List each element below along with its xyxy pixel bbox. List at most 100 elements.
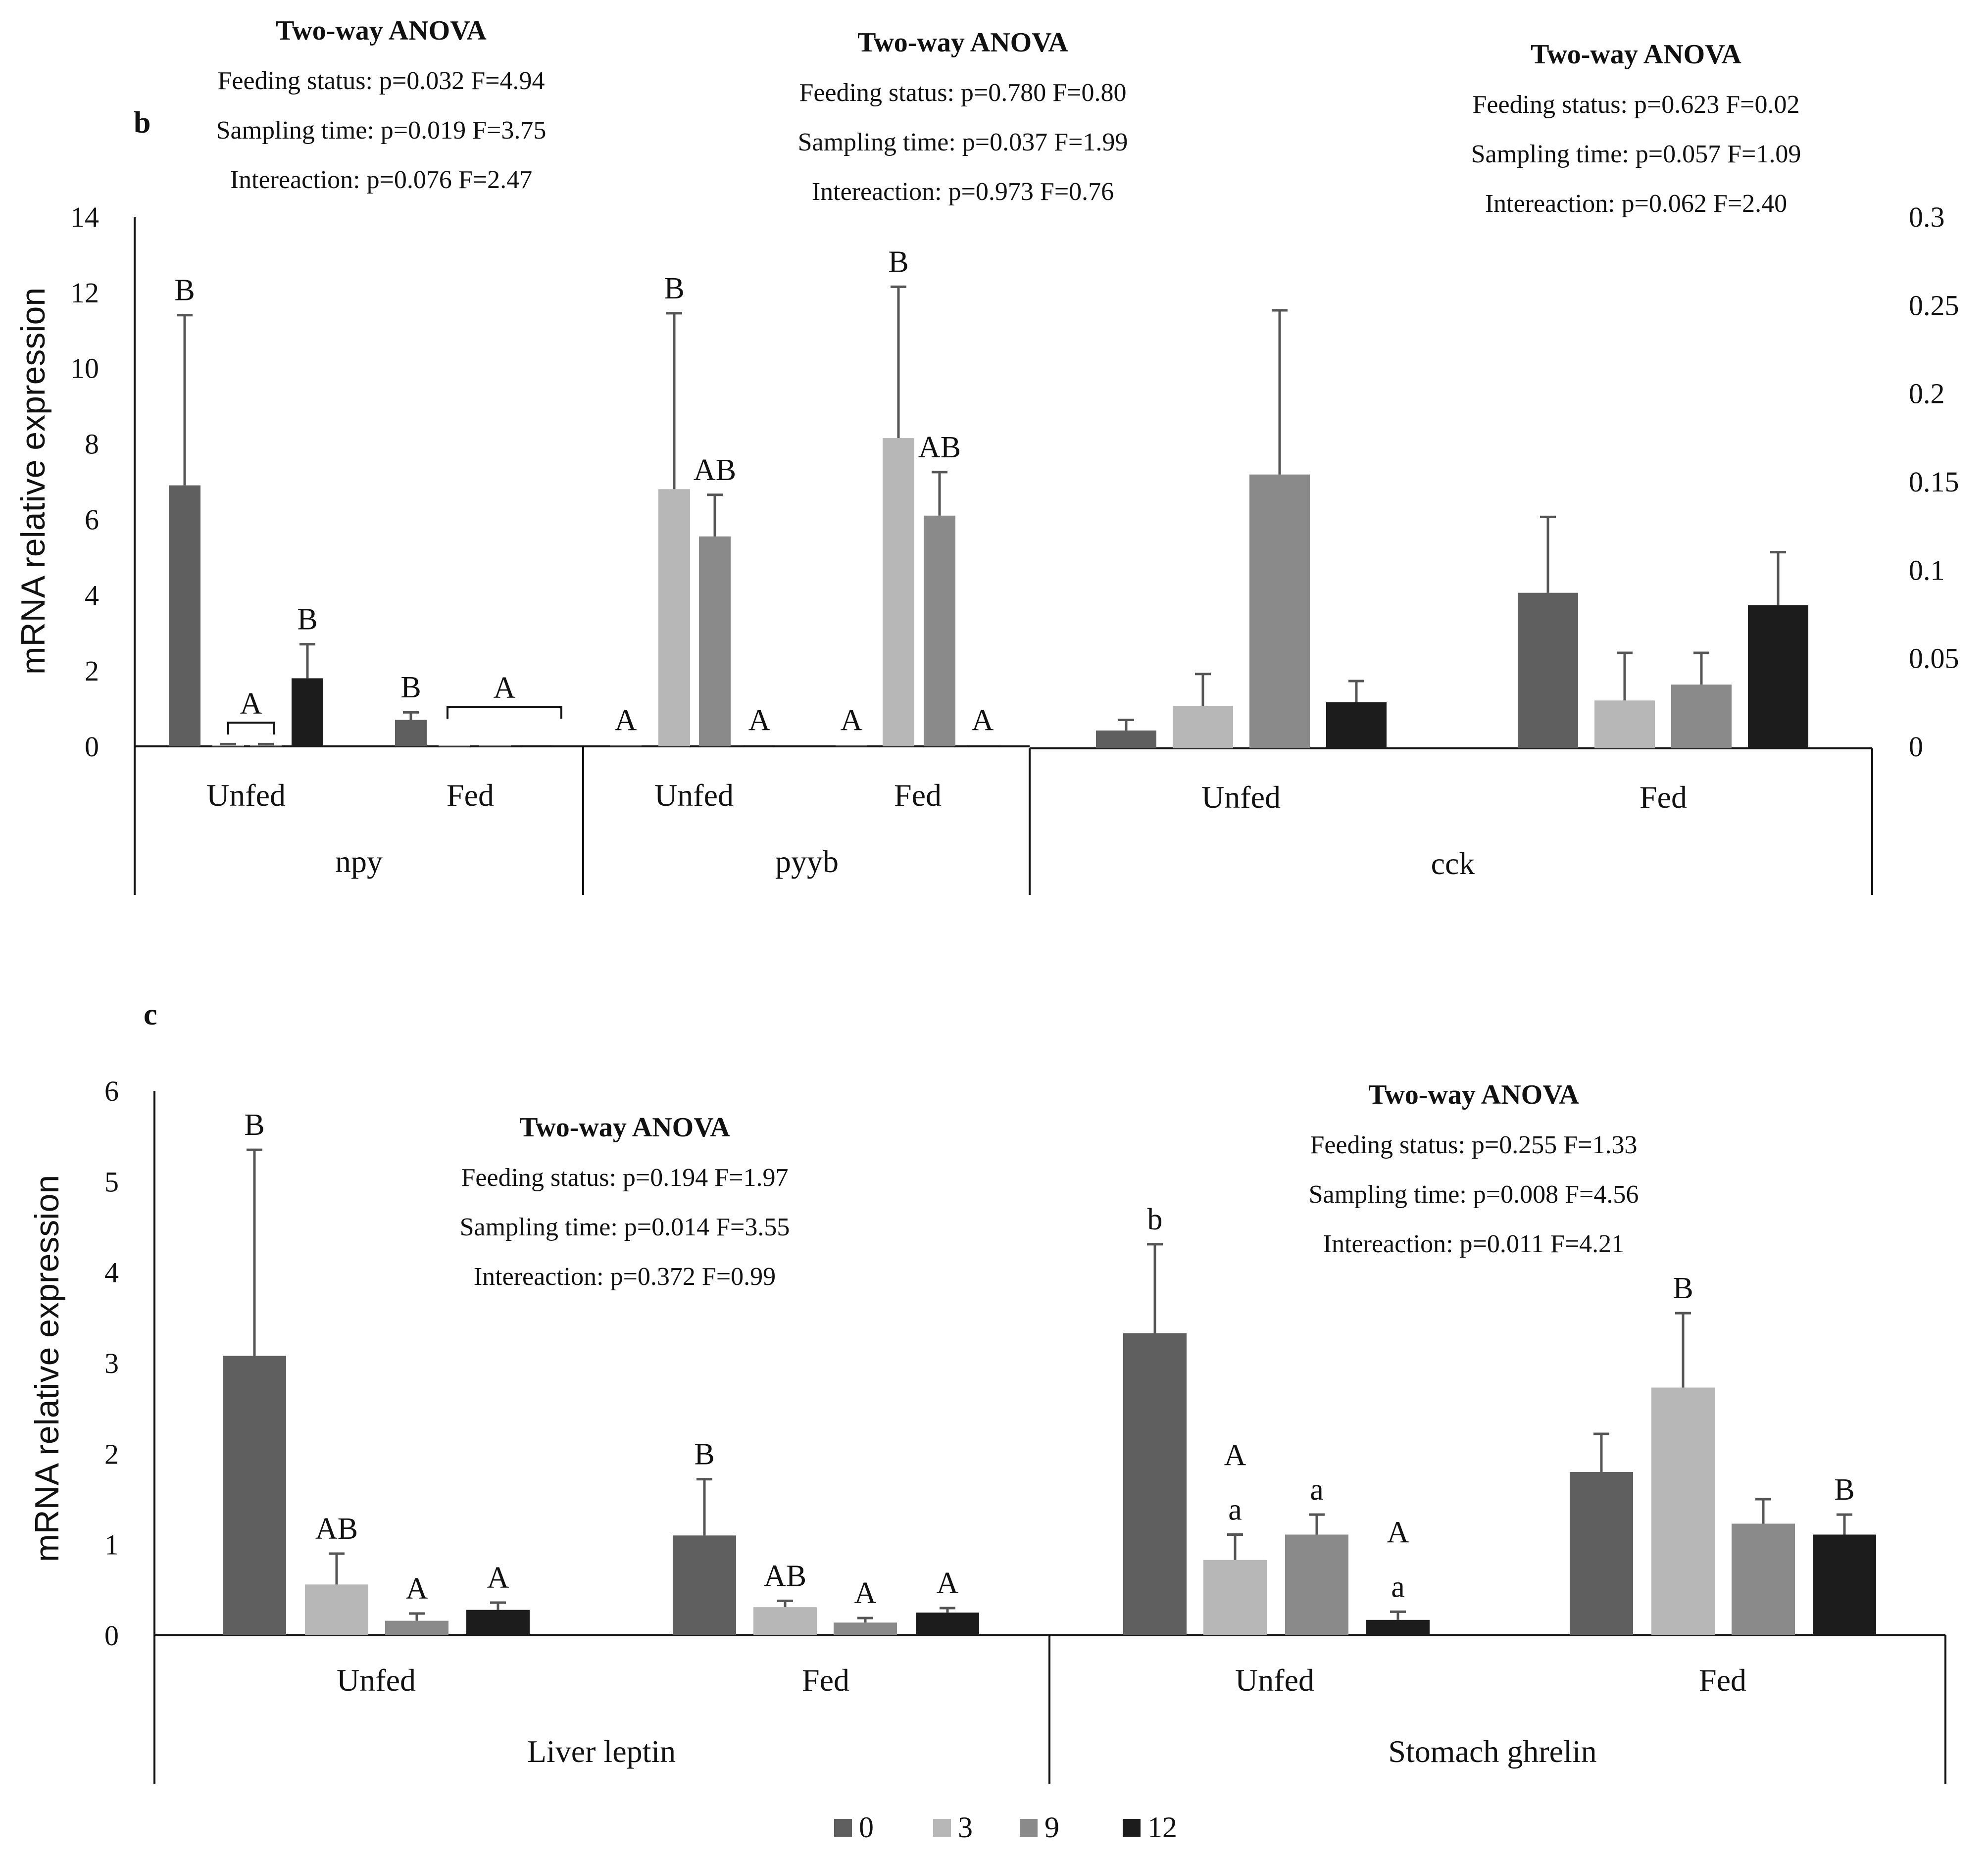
leptin-bar [673,1535,736,1635]
pyyb-significance-letter: A [972,704,994,737]
panel-label-b: b [134,106,150,140]
leptin-group-label: Liver leptin [527,1734,676,1769]
npy-bar [395,720,427,746]
ghrelin-anova-title: Two-way ANOVA [1368,1079,1579,1110]
y-tick-label-b: 14 [70,201,99,233]
legend-label-12: 12 [1147,1811,1177,1844]
pyyb-anova-line: Sampling time: p=0.037 F=1.99 [798,128,1128,156]
cck-anova-line: Intereaction: p=0.062 F=2.40 [1485,190,1787,218]
y-tick-label-cck: 0.25 [1909,289,1959,321]
ghrelin-bar [1203,1560,1267,1635]
ghrelin-significance-letter: a [1228,1493,1242,1527]
y-axis-title-b: mRNA relative expression [14,288,52,675]
leptin-bar [385,1620,448,1635]
npy-anova-title: Two-way ANOVA [276,15,487,46]
y-tick-label-cck: 0.1 [1909,554,1945,586]
pyyb-bar [699,536,731,746]
leptin-anova-line: Feeding status: p=0.194 F=1.97 [461,1164,789,1192]
legend-label-0: 0 [859,1811,874,1844]
leptin-significance-letter: A [854,1576,877,1610]
leptin-category-label: Fed [802,1663,849,1698]
ghrelin-significance-letter: A [1387,1516,1409,1549]
pyyb-significance-letter: AB [918,431,961,464]
leptin-significance-letter: B [244,1108,264,1142]
y-tick-label-c: 4 [104,1257,119,1289]
npy-bar [250,745,282,746]
pyyb-significance-letter: A [841,704,863,737]
ghrelin-bar [1285,1534,1348,1635]
leptin-significance-letter: B [694,1438,714,1471]
ghrelin-bar [1732,1523,1795,1635]
npy-group-label: npy [335,844,383,879]
leptin-bar [466,1610,530,1635]
y-tick-label-cck: 0.05 [1909,642,1959,675]
y-axis-title-c: mRNA relative expression [28,1175,66,1562]
leptin-anova-line: Intereaction: p=0.372 F=0.99 [474,1263,776,1291]
y-tick-label-b: 0 [85,731,99,763]
leptin-significance-letter: A [406,1572,428,1606]
y-tick-label-c: 6 [104,1075,119,1107]
pyyb-significance-letter: A [748,704,771,737]
npy-bar [439,745,470,746]
cck-bar [1173,705,1233,748]
npy-bracket-unfed-letter: A [240,687,262,721]
ghrelin-significance-letter: a [1391,1570,1405,1604]
cck-bar [1594,700,1655,748]
y-tick-label-b: 12 [70,277,99,309]
leptin-bar [305,1584,368,1635]
ghrelin-significance-letter: a [1310,1473,1324,1507]
ghrelin-category-label: Unfed [1235,1663,1314,1698]
cck-bar [1326,702,1387,748]
npy-bar [520,745,551,746]
pyyb-bar [924,515,955,746]
npy-bracket-unfed [227,722,275,734]
npy-anova-line: Intereaction: p=0.076 F=2.47 [230,166,532,194]
y-tick-label-c: 0 [104,1619,119,1652]
pyyb-category-label: Unfed [654,778,734,813]
pyyb-group-label: pyyb [775,844,839,879]
y-tick-label-cck: 0.2 [1909,378,1945,410]
y-tick-label-c: 5 [104,1166,119,1198]
ghrelin-bar [1570,1472,1633,1635]
cck-group-label: cck [1431,846,1475,881]
leptin-bar [223,1356,286,1635]
leptin-bar [834,1622,897,1635]
pyyb-anova-line: Intereaction: p=0.973 F=0.76 [812,178,1114,206]
npy-anova-line: Feeding status: p=0.032 F=4.94 [218,67,545,95]
leptin-significance-letter: A [487,1561,509,1595]
leptin-anova-line: Sampling time: p=0.014 F=3.55 [460,1213,790,1241]
ghrelin-bar [1123,1333,1187,1635]
leptin-significance-letter: A [937,1566,959,1600]
npy-significance-letter: B [297,603,317,636]
ghrelin-significance-letter: B [1673,1272,1693,1305]
pyyb-significance-letter: B [888,245,908,279]
ghrelin-group-label: Stomach ghrelin [1388,1734,1596,1769]
cck-bar [1748,605,1808,748]
npy-category-label: Fed [447,778,494,813]
y-tick-label-cck: 0 [1909,731,1923,763]
npy-category-label: Unfed [206,778,286,813]
y-tick-label-b: 4 [85,579,99,611]
ghrelin-bar [1813,1534,1876,1635]
leptin-anova-title: Two-way ANOVA [519,1112,730,1143]
panel-label-c: c [144,998,157,1031]
ghrelin-anova-line: Feeding status: p=0.255 F=1.33 [1310,1131,1638,1159]
npy-anova-line: Sampling time: p=0.019 F=3.75 [216,116,547,145]
cck-bar [1249,474,1310,748]
cck-anova-line: Sampling time: p=0.057 F=1.09 [1471,140,1801,168]
y-tick-label-b: 2 [85,655,99,687]
ghrelin-significance-letter: A [1224,1439,1246,1472]
y-tick-label-b: 6 [85,503,99,536]
pyyb-significance-letter: B [664,272,684,305]
ghrelin-significance-letter: b [1147,1203,1163,1236]
ghrelin-significance-letter: B [1834,1473,1854,1507]
cck-category-label: Unfed [1201,780,1281,815]
legend-swatch-9 [1020,1819,1038,1837]
ghrelin-category-label: Fed [1699,1663,1746,1698]
npy-bracket-fed [447,706,562,719]
npy-significance-letter: B [400,671,421,704]
pyyb-bar [883,438,914,746]
pyyb-significance-letter: AB [694,453,736,487]
pyyb-category-label: Fed [894,778,942,813]
